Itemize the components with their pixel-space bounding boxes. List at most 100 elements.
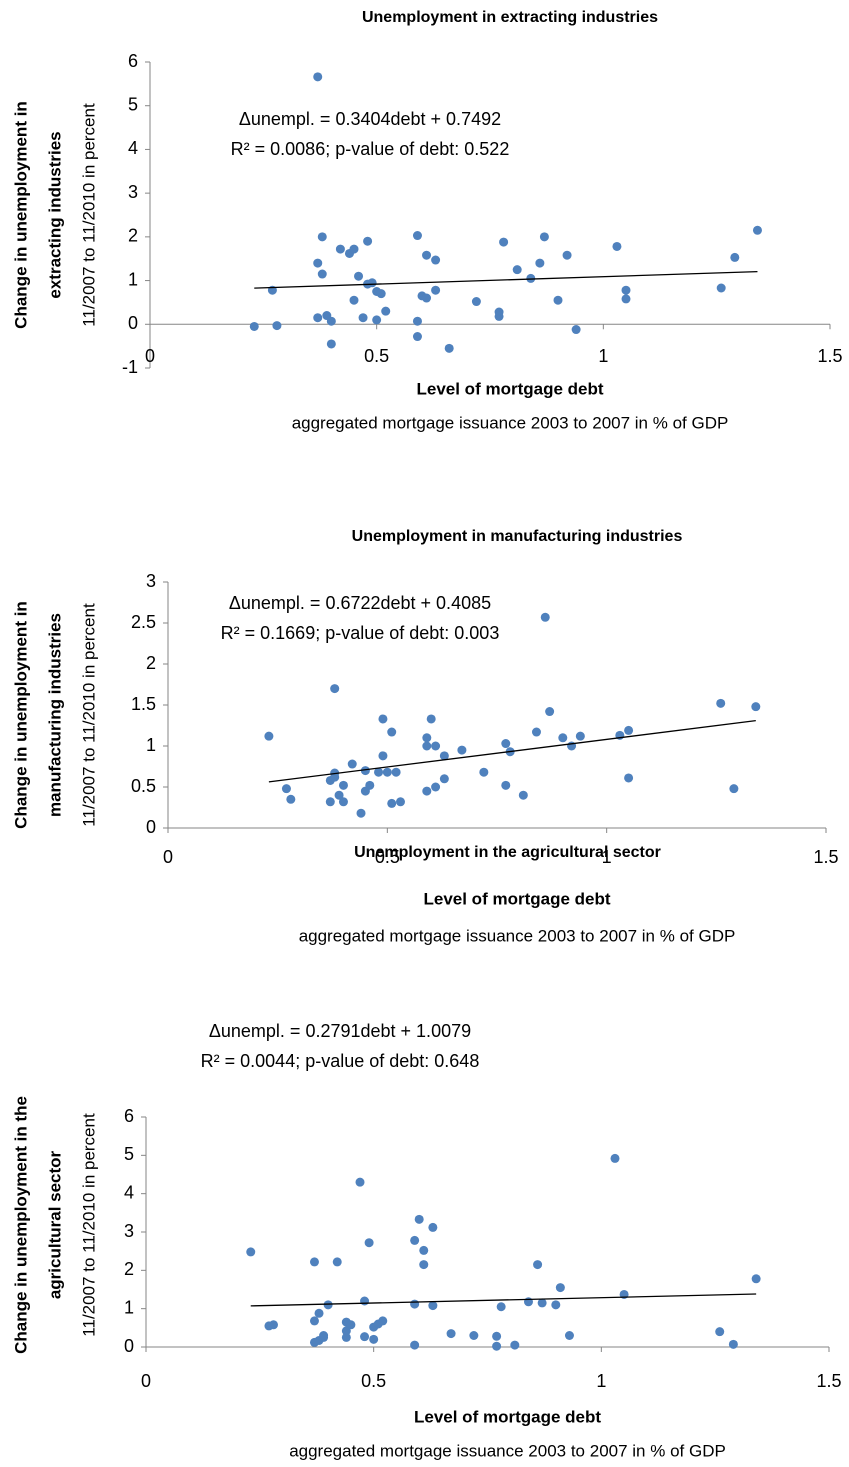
chart-title: Unemployment in extracting industries [362,9,658,26]
point [249,321,259,331]
point [564,1331,574,1340]
point [355,1177,365,1187]
point [439,774,449,784]
point [539,232,549,242]
point [428,1301,438,1311]
point [264,731,274,741]
trendline [250,1293,757,1307]
point [309,1316,319,1326]
point [431,782,441,792]
point [621,294,631,304]
point [558,733,568,743]
point [309,1257,319,1267]
point [376,289,386,299]
point [533,1260,543,1270]
point [545,707,555,717]
point [354,271,364,281]
point [428,1222,438,1232]
trendline [254,270,758,289]
x-tick-label: 1 [602,847,612,867]
point [422,741,432,751]
point [319,1331,329,1340]
point [715,1327,725,1337]
point [414,1214,424,1224]
point [367,278,377,288]
point [551,1300,561,1310]
y-tick-label: 4 [124,1182,134,1202]
point [419,1260,429,1270]
point [728,1339,738,1349]
point [326,316,336,326]
point [751,1274,761,1284]
x-tick-label: 1 [598,346,608,366]
point [431,255,441,265]
y-tick-label: 2.5 [131,612,156,632]
x-tick-label: 0.5 [375,847,400,867]
y-tick-label: 0 [146,817,156,837]
chart-title: Unemployment in the agricultural sector [354,844,661,861]
chart-title: Unemployment in manufacturing industries [352,528,683,545]
regression-annotation: Δunempl. = 0.3404debt + 0.7492 [239,109,501,129]
point [410,1235,420,1245]
point [540,612,550,622]
y-tick-label: 1 [146,735,156,755]
point [286,794,296,804]
point [360,1332,370,1342]
point [381,306,391,316]
point [395,797,405,807]
y-tick-label: 6 [128,51,138,71]
point [391,767,401,777]
y-axis-subtitle: 11/2007 to 11/2010 in percent [79,103,98,327]
point [610,1153,620,1163]
point [439,751,449,761]
y-tick-label: 5 [128,94,138,114]
point [365,780,375,790]
point [751,702,761,712]
x-axis-subtitle: aggregated mortgage issuance 2003 to 200… [299,926,736,945]
point [571,325,581,335]
point [410,1299,420,1309]
point [612,241,622,251]
y-tick-label: 2 [128,226,138,246]
regression-annotation: R² = 0.0044; p-value of debt: 0.648 [201,1051,480,1071]
regression-annotation: R² = 0.0086; p-value of debt: 0.522 [231,139,510,159]
point [501,739,511,749]
point [317,232,327,242]
y-tick-label: 5 [124,1144,134,1164]
x-tick-label: 1.5 [817,346,842,366]
point [730,252,740,262]
regression-annotation: R² = 0.1669; p-value of debt: 0.003 [221,623,500,643]
x-axis-subtitle: aggregated mortgage issuance 2003 to 200… [289,1441,726,1460]
x-axis-title: Level of mortgage debt [423,889,610,908]
point [562,250,572,260]
point [246,1247,256,1257]
point [422,250,432,260]
point [378,751,388,761]
point [341,1326,351,1336]
point [469,1331,479,1340]
x-tick-label: 0.5 [364,346,389,366]
point [523,1297,533,1307]
point [531,727,541,737]
point [624,725,634,735]
point [349,244,359,254]
point [281,784,291,794]
point [537,1298,547,1308]
point [575,731,585,741]
y-tick-label: 3 [124,1221,134,1241]
y-tick-label: 0.5 [131,776,156,796]
x-axis-title: Level of mortgage debt [416,379,603,398]
point [419,1245,429,1255]
y-tick-label: 1.5 [131,694,156,714]
x-axis-subtitle: aggregated mortgage issuance 2003 to 200… [292,413,729,432]
point [716,698,726,708]
point [369,1334,379,1344]
y-tick-label: 3 [146,571,156,591]
x-tick-label: 1.5 [816,1371,841,1391]
point [479,767,489,777]
point [372,315,382,325]
point [334,790,344,800]
point [512,265,522,275]
point [526,273,536,283]
point [501,780,511,790]
